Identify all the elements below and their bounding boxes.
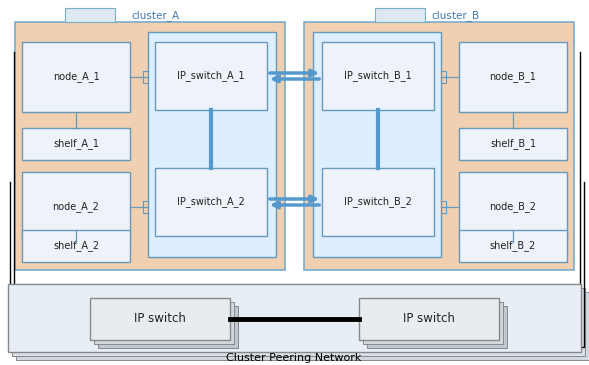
Bar [322,42,434,110]
Text: shelf_B_1: shelf_B_1 [490,139,536,149]
Bar [363,302,503,344]
Text: IP_switch_B_1: IP_switch_B_1 [344,70,412,81]
Bar [22,128,130,160]
Text: shelf_A_2: shelf_A_2 [53,241,99,251]
Bar [98,306,238,348]
Bar [367,306,507,348]
Bar [322,168,434,236]
Text: shelf_B_2: shelf_B_2 [490,241,536,251]
Bar [12,288,585,356]
Bar [94,302,234,344]
Bar [65,8,115,22]
Bar [459,230,567,262]
Text: cluster_B: cluster_B [431,11,479,22]
Text: node_B_2: node_B_2 [489,201,537,212]
Bar [15,22,285,270]
Bar [304,22,574,270]
Text: IP switch: IP switch [134,312,186,326]
Bar [155,42,267,110]
Bar [22,230,130,262]
Bar [90,298,230,340]
Bar [313,32,441,257]
Text: node_A_1: node_A_1 [52,72,100,82]
Bar [148,32,276,257]
Bar [22,172,130,242]
Bar [155,168,267,236]
Text: IP_switch_B_2: IP_switch_B_2 [344,196,412,207]
Bar [375,8,425,22]
Text: Cluster Peering Network: Cluster Peering Network [226,353,362,363]
Bar [459,172,567,242]
Text: IP_switch_A_1: IP_switch_A_1 [177,70,245,81]
Bar [459,42,567,112]
Bar [8,284,581,352]
Bar [359,298,499,340]
Text: cluster_A: cluster_A [131,11,179,22]
Text: shelf_A_1: shelf_A_1 [53,139,99,149]
Text: IP_switch_A_2: IP_switch_A_2 [177,196,245,207]
Text: node_B_1: node_B_1 [489,72,537,82]
Bar [22,42,130,112]
Text: IP switch: IP switch [403,312,455,326]
Bar [459,128,567,160]
Bar [16,292,589,360]
Text: node_A_2: node_A_2 [52,201,100,212]
